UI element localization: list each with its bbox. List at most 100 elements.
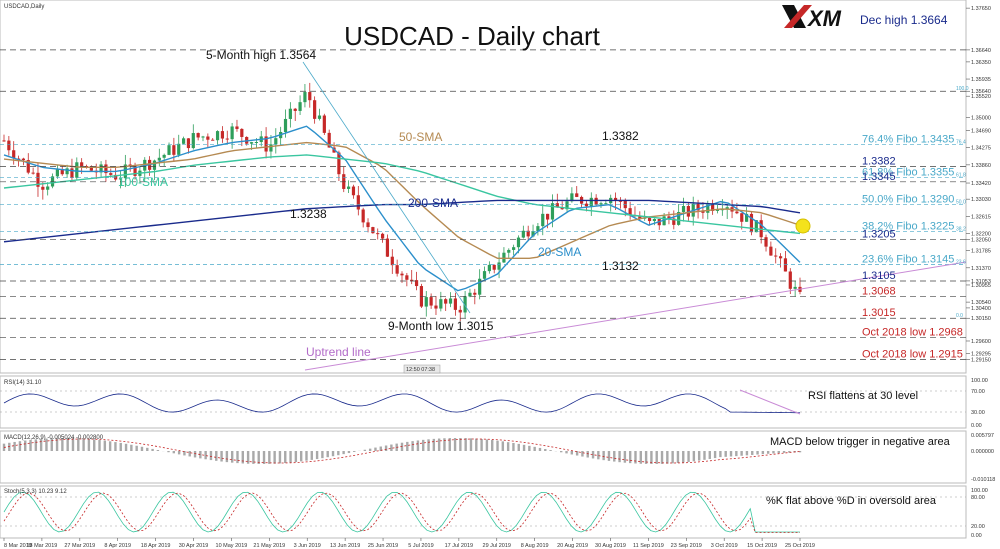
candle-body [521,230,525,238]
macd-bar [98,439,101,451]
macd-bar [66,438,69,451]
macd-bar [130,444,133,451]
indicator-tick: 70.00 [971,389,985,395]
price-tick: 1.30955 [971,283,991,289]
macd-bar [39,438,43,451]
candle-body [410,279,414,281]
macd-bar [671,451,674,464]
candle-body [405,275,409,280]
candle-body [754,220,758,233]
level-label: 1.3205 [862,229,896,241]
five-month-high-label: 5-Month high 1.3564 [206,48,316,62]
macd-bar [400,442,404,451]
candle-body [594,197,598,205]
macd-bar [528,445,531,451]
candle-body [487,264,491,272]
price-tick: 1.29600 [971,339,991,345]
candle-body [536,226,540,232]
price-tick: 1.35640 [971,89,991,95]
date-tick: 18 Apr 2019 [141,543,171,549]
macd-bar [772,451,775,454]
macd-bar [549,450,552,451]
stoch-d-line [3,492,800,533]
candle-body [327,132,331,148]
macd-bar [660,451,664,464]
candle-body [715,209,720,211]
price-tick: 1.35000 [971,116,991,122]
macd-bar [326,451,329,458]
indicator-tick: 100.00 [971,378,988,384]
candle-body [774,255,778,257]
candle-body [550,203,555,220]
candle-body [55,169,59,177]
macd-bar [570,451,574,455]
macd-bar [575,451,579,456]
price-tick: 1.37650 [971,6,991,12]
candle-body [269,144,273,152]
date-tick: 3 Oct 2019 [711,543,738,549]
macd-bar [634,451,637,464]
macd-bar [119,442,122,451]
candle-body [463,296,467,313]
candle-body [681,206,686,212]
fib-tags: 100.0 76.4 61.8 50.0 38.2 23.6 0.0 [956,86,969,319]
candle-body [109,173,113,175]
macd-bar [650,451,653,464]
uptrend-label: Uptrend line [306,345,371,359]
macd-bar [114,442,117,451]
candle-body [191,133,195,149]
macd-bar [34,439,38,451]
macd-bar [480,439,483,451]
level-lines [0,49,966,360]
candle-body [177,143,181,155]
rsi-line [3,393,801,414]
macd-bar [337,451,340,456]
candle-body [395,265,399,274]
macd-bar [188,451,191,457]
brand-text: XM [806,6,842,31]
price-tick: 1.31053 [971,279,991,285]
macd-bar [666,451,669,464]
fib-tag: 38.2 [956,226,966,232]
candle-body [512,247,516,250]
macd-bar [586,451,589,458]
candle-body [589,197,593,207]
candle-body [725,207,729,210]
candle-body [152,160,157,170]
candle-body [114,174,118,180]
candle-body [599,203,603,205]
macd-bar [331,451,335,457]
candle-body [371,227,375,234]
date-tick: 18 Mar 2019 [26,543,57,549]
macd-bar [236,451,239,464]
macd-bar [241,451,244,464]
indicator-tick: 0.00 [971,533,982,539]
rsi-comment: RSI flattens at 30 level [808,390,918,402]
macd-bar [623,451,627,463]
level-label: 1.3382 [862,155,896,167]
candle-body [104,164,108,174]
macd-bar [459,438,462,451]
candle-body [740,213,744,222]
candle-body [133,166,137,176]
date-tick: 17 Jul 2019 [445,543,473,549]
macd-bar [124,443,128,451]
candle-body [400,273,404,276]
candle-body [764,237,768,247]
sma50-label: 50-SMA [399,130,442,144]
candle-body [507,249,511,253]
macd-bar [713,451,717,459]
candle-body [65,168,69,175]
macd-bar [246,451,250,464]
candle-body [390,256,394,266]
nine-month-low-label: 9-Month low 1.3015 [388,319,494,333]
macd-bar [745,451,749,456]
macd-bar [379,446,382,451]
macd-signal-line [3,438,801,464]
level-label: Oct 2018 low 1.2968 [862,327,963,339]
macd-bar [581,451,584,457]
date-tick: 8 Mar 2019 [4,543,32,549]
candle-body [186,138,191,149]
macd-bar [374,447,377,451]
macd-bar [278,451,282,464]
